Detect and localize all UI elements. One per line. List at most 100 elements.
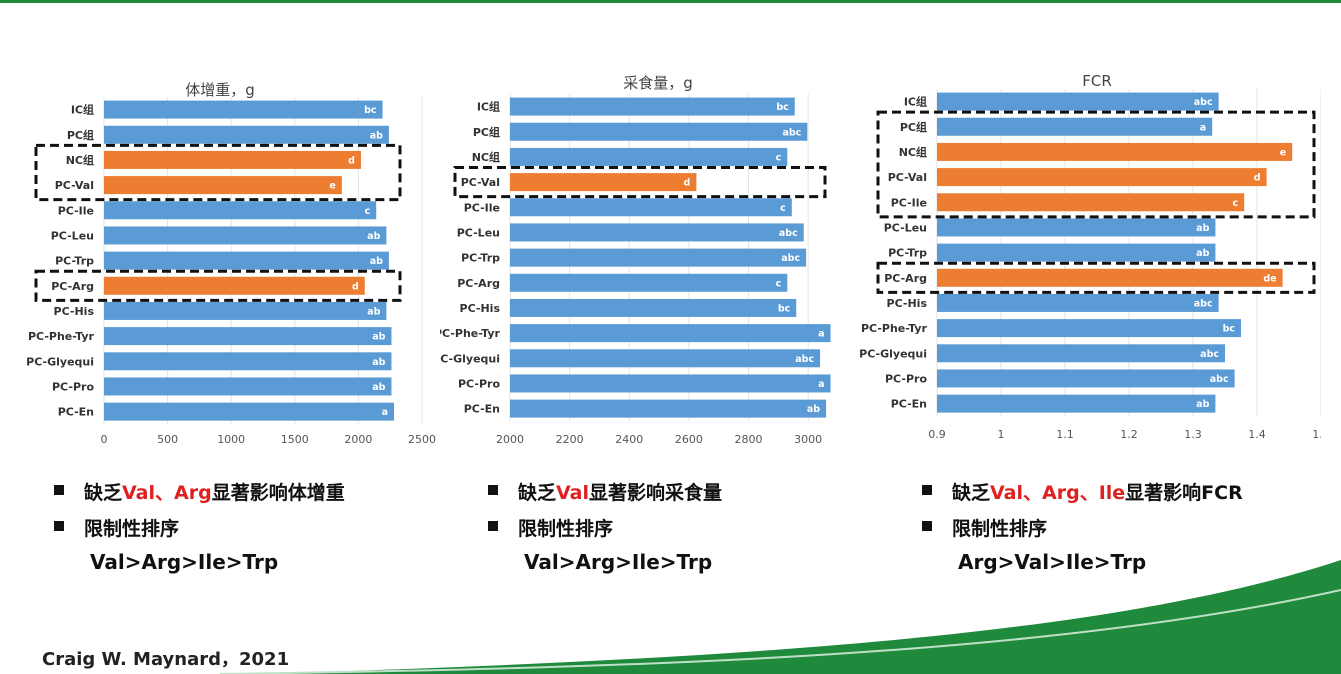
data-label: e: [329, 181, 335, 192]
data-label: ab: [370, 256, 383, 267]
x-tick-label: 1: [998, 428, 1005, 441]
panel-notes-2: 缺乏Val、Arg、Ile显著影响FCR 限制性排序 Arg>Val>Ile>T…: [922, 478, 1322, 586]
ranking-text: Val>Arg>Ile>Trp: [524, 550, 713, 574]
bar: [510, 223, 804, 242]
category-label: PC-Leu: [51, 229, 94, 242]
x-tick-label: 500: [157, 433, 178, 446]
bar: [937, 394, 1216, 413]
bar: [104, 125, 389, 144]
category-label: PC-Val: [888, 171, 927, 184]
bar: [510, 147, 788, 166]
x-tick-label: 1.5: [1312, 428, 1321, 441]
bar: [104, 201, 377, 220]
bar: [104, 276, 365, 295]
data-label: abc: [1194, 298, 1213, 309]
bullet-ranking-heading: 限制性排序: [54, 514, 454, 542]
x-tick-label: 2200: [556, 433, 584, 446]
data-label: de: [1263, 273, 1276, 284]
data-label: ab: [1196, 223, 1209, 234]
bullet-text: 缺乏Val、Arg显著影响体增重: [84, 478, 345, 505]
bar: [937, 268, 1283, 287]
bar: [937, 319, 1241, 338]
bar: [510, 173, 697, 192]
x-tick-label: 3000: [794, 433, 822, 446]
bullet-deficiency: 缺乏Val、Arg、Ile显著影响FCR: [922, 478, 1322, 506]
chart-title: 采食量，g: [623, 74, 693, 92]
x-tick-label: 2800: [735, 433, 763, 446]
bar: [937, 243, 1216, 262]
x-tick-label: 1.2: [1120, 428, 1138, 441]
bullet-text-highlight: Val: [556, 482, 590, 504]
data-label: a: [382, 407, 388, 418]
ranking-row: Val>Arg>Ile>Trp: [54, 550, 454, 578]
data-label: abc: [795, 354, 814, 365]
category-label: PC-Glyequi: [860, 347, 927, 360]
chart-title: 体增重，g: [185, 81, 255, 99]
bar: [510, 324, 831, 343]
category-label: PC-Ile: [58, 204, 94, 217]
panel-notes-0: 缺乏Val、Arg显著影响体增重 限制性排序 Val>Arg>Ile>Trp: [54, 478, 454, 586]
weight-gain-chart: 体增重，g IC组 bc PC组 ab NC组 d PC-Val e PC-Ile c PC-Leu a…: [26, 81, 436, 446]
x-tick-label: 2500: [408, 433, 436, 446]
x-tick-label: 1.1: [1056, 428, 1074, 441]
bullet-deficiency: 缺乏Val显著影响采食量: [488, 478, 888, 506]
ranking-text: Val>Arg>Ile>Trp: [90, 550, 279, 574]
bar: [104, 176, 342, 195]
x-tick-label: 2000: [496, 433, 524, 446]
category-label: PC-Leu: [457, 226, 500, 239]
ranking-row: Arg>Val>Ile>Trp: [922, 550, 1322, 578]
category-label: PC-His: [887, 297, 928, 310]
category-label: PC-Trp: [888, 247, 927, 260]
bullet-text: 限制性排序: [952, 518, 1048, 540]
x-tick-label: 2000: [344, 433, 372, 446]
category-label: PC-Phe-Tyr: [861, 322, 928, 335]
category-label: NC组: [472, 150, 500, 164]
data-label: ab: [372, 382, 385, 393]
bar: [937, 168, 1267, 187]
bullet-square-icon: [488, 485, 498, 495]
bar: [104, 100, 383, 119]
bullet-text: 缺乏Val显著影响采食量: [518, 478, 722, 505]
bullet-text: 缺乏Val、Arg、Ile显著影响FCR: [952, 478, 1243, 505]
bullet-text-prefix: 缺乏: [952, 482, 991, 504]
chart-title: FCR: [1082, 72, 1112, 90]
x-tick-label: 0: [101, 433, 108, 446]
bullet-text-highlight: Val、Arg: [122, 482, 212, 504]
bar: [937, 218, 1216, 237]
data-label: abc: [1200, 349, 1219, 360]
data-label: abc: [781, 253, 800, 264]
category-label: PC组: [67, 128, 94, 142]
data-label: a: [818, 379, 824, 390]
bullet-text: 限制性排序: [518, 518, 614, 540]
bar: [510, 399, 827, 418]
bullet-text-highlight: Val、Arg、Ile: [990, 482, 1126, 504]
data-label: abc: [1210, 374, 1229, 385]
bar: [104, 327, 392, 346]
data-label: ab: [1196, 399, 1209, 410]
category-label: PC-Phe-Tyr: [28, 330, 95, 343]
data-label: c: [776, 278, 782, 289]
bullet-deficiency: 缺乏Val、Arg显著影响体增重: [54, 478, 454, 506]
bar: [937, 142, 1293, 161]
category-label: PC-Glyequi: [440, 352, 500, 365]
bar: [510, 97, 795, 116]
data-label: ab: [807, 404, 820, 415]
panel-notes-1: 缺乏Val显著影响采食量 限制性排序 Val>Arg>Ile>Trp: [488, 478, 888, 586]
data-label: a: [818, 329, 824, 340]
category-label: PC-His: [460, 302, 501, 315]
highlight-box: [453, 166, 827, 199]
data-label: c: [776, 152, 782, 163]
bar: [104, 402, 395, 421]
data-label: d: [684, 178, 691, 189]
data-label: abc: [782, 127, 801, 138]
bullet-text-prefix: 缺乏: [518, 482, 557, 504]
bar: [937, 117, 1213, 136]
bar: [510, 248, 807, 267]
category-label: PC-Leu: [884, 221, 927, 234]
x-tick-label: 1.4: [1248, 428, 1266, 441]
data-label: e: [1280, 147, 1286, 158]
x-tick-label: 2400: [615, 433, 643, 446]
ranking-row: Val>Arg>Ile>Trp: [488, 550, 888, 578]
category-label: PC-Arg: [51, 280, 94, 293]
bar: [510, 374, 831, 393]
